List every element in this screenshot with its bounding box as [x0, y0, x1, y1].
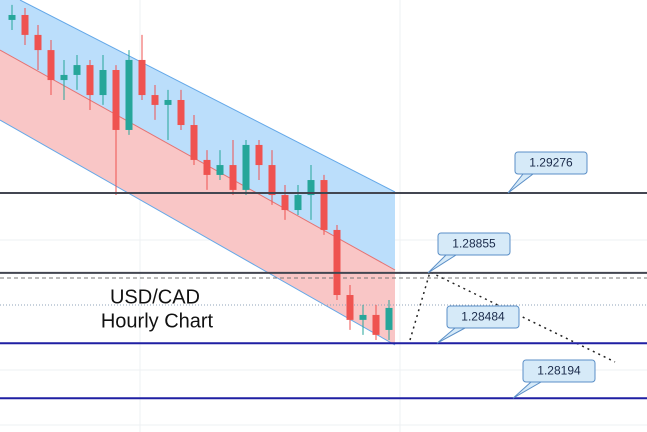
candle-body — [138, 59, 146, 96]
candle-body — [346, 295, 354, 320]
candle-body — [216, 165, 224, 175]
candle-body — [190, 125, 198, 160]
level-label: 1.28484 — [461, 310, 505, 324]
candle-body — [112, 70, 120, 130]
callout-pointer — [427, 254, 458, 274]
callout-pointer — [507, 173, 535, 194]
candle-body — [99, 70, 107, 96]
candle-body — [281, 195, 289, 211]
candle-body — [268, 165, 276, 196]
channel-line — [0, 119, 396, 346]
level-label: 1.28855 — [452, 237, 496, 251]
candle-body — [47, 50, 55, 81]
annotation: USD/CAD — [110, 286, 200, 308]
candle-body — [307, 180, 315, 196]
candle-body — [21, 14, 29, 35]
channel-line — [0, 49, 396, 271]
candle-body — [8, 14, 16, 20]
candle-body — [34, 34, 42, 51]
candle-body — [125, 59, 133, 130]
candle-body — [294, 195, 302, 211]
callout-pointer — [512, 381, 543, 399]
candle-body — [151, 95, 159, 105]
callout-box — [522, 359, 596, 383]
candles — [8, 4, 393, 340]
callout-box — [437, 232, 511, 256]
candle-body — [86, 65, 94, 96]
channel-lower — [0, 50, 395, 345]
candle-body — [255, 144, 263, 166]
candle-body — [60, 74, 68, 81]
callout-pointer — [436, 327, 466, 344]
candle-body — [385, 307, 393, 330]
candle-body — [372, 314, 380, 335]
candle-body — [359, 314, 367, 320]
callout-box — [446, 305, 520, 329]
level-label: 1.28194 — [537, 364, 581, 378]
channel-line — [19, 0, 396, 193]
annotation: Hourly Chart — [101, 310, 214, 332]
level-label: 1.29276 — [529, 156, 573, 170]
callout-box — [514, 151, 588, 175]
candle-body — [164, 99, 172, 105]
candle-body — [73, 65, 81, 75]
candle-body — [320, 180, 328, 230]
candle-body — [177, 99, 185, 126]
candle-body — [229, 165, 237, 190]
candle-body — [242, 144, 250, 190]
candle-body — [333, 229, 341, 296]
candle-body — [203, 159, 211, 175]
